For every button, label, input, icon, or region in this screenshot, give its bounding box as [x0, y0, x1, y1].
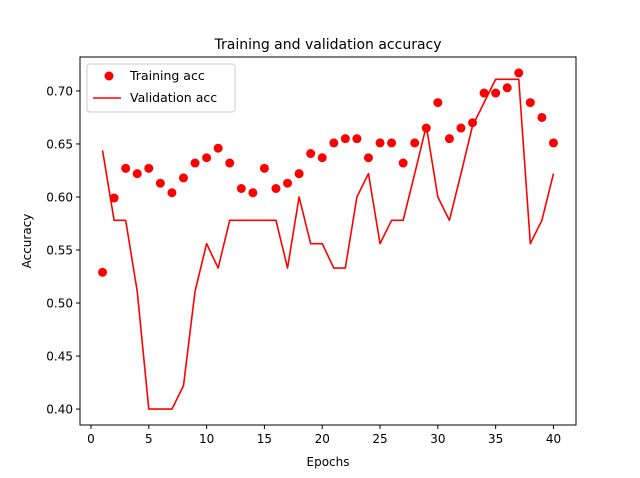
point-training-acc-36 [502, 83, 512, 93]
legend-label-validation-acc: Validation acc [130, 90, 217, 105]
point-training-acc-9 [190, 158, 200, 168]
point-training-acc-14 [248, 188, 258, 198]
point-training-acc-20 [317, 153, 327, 163]
legend: Training acc Validation acc [86, 63, 236, 113]
point-training-acc-33 [468, 118, 478, 128]
y-axis-label: Accuracy [20, 214, 34, 269]
point-training-acc-21 [329, 138, 339, 148]
y-axis: 0.40 0.45 0.50 0.55 0.60 0.65 0.70 [46, 84, 80, 417]
x-tick-label-0: 0 [87, 432, 95, 446]
plot-frame [79, 56, 577, 426]
point-training-acc-6 [155, 178, 165, 188]
x-tick-label-5: 25 [372, 432, 387, 446]
x-axis: 0 5 10 15 20 25 30 35 40 [87, 425, 561, 446]
x-tick-label-8: 40 [546, 432, 561, 446]
plot-marks [98, 68, 558, 410]
point-training-acc-23 [352, 134, 362, 144]
point-training-acc-8 [178, 173, 188, 183]
point-training-acc-5 [144, 163, 154, 173]
y-tick-label-1: 0.45 [46, 350, 73, 364]
point-training-acc-19 [306, 149, 316, 159]
point-training-acc-4 [132, 169, 142, 179]
y-tick-label-3: 0.55 [46, 244, 73, 258]
point-training-acc-3 [121, 163, 131, 173]
point-training-acc-28 [410, 138, 420, 148]
y-tick-label-6: 0.70 [46, 84, 73, 98]
point-training-acc-27 [398, 158, 408, 168]
legend-box [86, 63, 236, 113]
legend-label-training-acc: Training acc [129, 68, 205, 83]
point-training-acc-30 [433, 98, 443, 108]
point-training-acc-31 [444, 134, 454, 144]
point-training-acc-24 [363, 153, 373, 163]
point-training-acc-37 [514, 68, 524, 78]
point-training-acc-18 [294, 169, 304, 179]
point-training-acc-2 [109, 193, 119, 203]
point-training-acc-7 [167, 188, 177, 198]
y-tick-label-5: 0.65 [46, 137, 73, 151]
point-training-acc-34 [479, 88, 489, 98]
point-training-acc-16 [271, 184, 281, 193]
point-training-acc-17 [283, 178, 293, 188]
x-tick-label-2: 10 [199, 432, 214, 446]
point-training-acc-32 [456, 123, 466, 133]
legend-marker-training-acc [104, 71, 114, 81]
x-tick-label-1: 5 [145, 432, 153, 446]
x-tick-label-7: 35 [488, 432, 503, 446]
point-training-acc-29 [421, 123, 431, 133]
chart-title: Training and validation accuracy [213, 37, 441, 53]
series-line-validation-acc [101, 78, 555, 410]
y-tick-label-0: 0.40 [46, 403, 73, 417]
x-tick-label-6: 30 [430, 432, 445, 446]
point-training-acc-26 [387, 138, 397, 148]
point-training-acc-1 [98, 267, 108, 277]
point-training-acc-11 [213, 143, 223, 153]
point-training-acc-22 [340, 134, 350, 144]
point-training-acc-12 [225, 158, 235, 168]
point-training-acc-15 [259, 163, 269, 173]
x-tick-label-4: 20 [315, 432, 330, 446]
point-training-acc-13 [236, 184, 246, 193]
point-training-acc-40 [548, 138, 558, 148]
x-tick-label-3: 15 [257, 432, 272, 446]
point-training-acc-38 [525, 98, 535, 108]
point-training-acc-39 [537, 112, 547, 122]
point-training-acc-10 [202, 153, 212, 163]
point-training-acc-35 [491, 88, 501, 98]
y-tick-label-2: 0.50 [46, 297, 73, 311]
y-tick-label-4: 0.60 [46, 190, 73, 204]
x-axis-label: Epochs [307, 455, 350, 469]
point-training-acc-25 [375, 138, 385, 148]
